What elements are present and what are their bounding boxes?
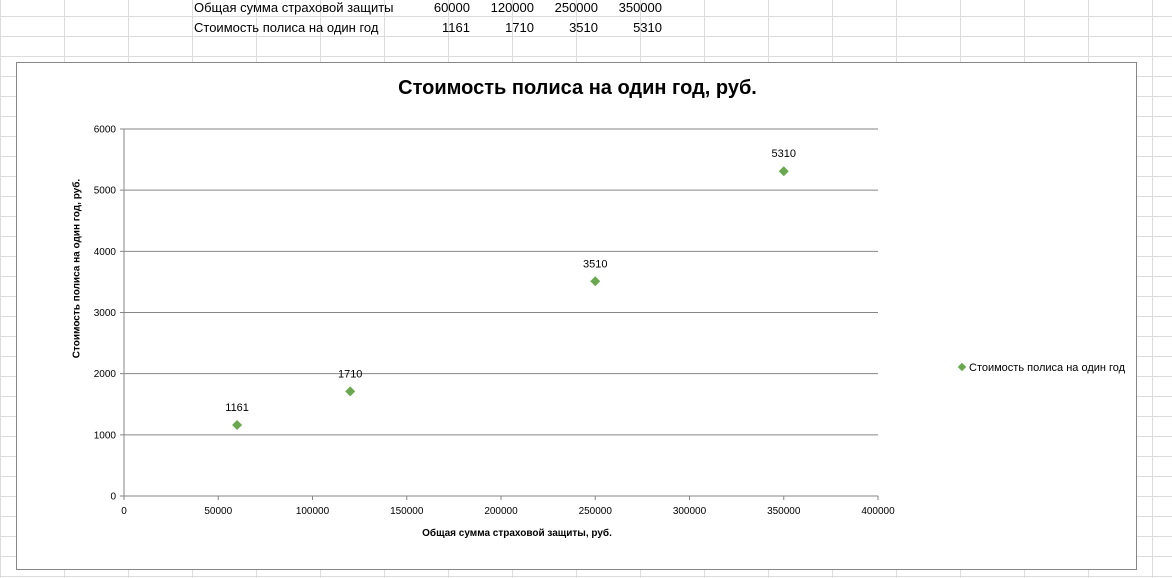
cell-row1-value1[interactable]: 60000 (433, 0, 470, 15)
x-tick-label-3: 150000 (390, 506, 424, 517)
x-tick-label-6: 300000 (673, 506, 707, 517)
y-tick-label-0: 0 (110, 492, 116, 503)
cell-row2-value3[interactable]: 3510 (569, 20, 598, 35)
data-label-1: 1161 (225, 402, 249, 414)
data-label-3: 3510 (583, 258, 607, 270)
cell-row1-value2[interactable]: 120000 (490, 0, 534, 15)
cell-row2-value4[interactable]: 5310 (633, 20, 662, 35)
y-tick-label-2: 2000 (94, 369, 117, 380)
x-tick-label-0: 0 (121, 506, 127, 517)
cell-row2-label[interactable]: Стоимость полиса на один год (194, 20, 379, 35)
data-point-4 (778, 166, 789, 177)
cell-row1-label[interactable]: Общая сумма страховой защиты (194, 0, 394, 15)
y-tick-label-6: 6000 (94, 125, 117, 136)
chart-title[interactable]: Стоимость полиса на один год, руб. (398, 77, 757, 99)
x-tick-label-2: 100000 (296, 506, 330, 517)
x-tick-label-1: 50000 (204, 506, 232, 517)
x-tick-label-4: 200000 (484, 506, 518, 517)
cell-row1-value4[interactable]: 350000 (618, 0, 662, 15)
plot-area[interactable]: 0 1000 2000 3000 4000 5000 6000 0 50000 100000 150… (17, 63, 1138, 571)
scatter-chart[interactable]: Стоимость полиса на один год, руб. 0 1000… (16, 62, 1137, 570)
cell-row1-value3[interactable]: 250000 (554, 0, 598, 15)
y-tick-label-1: 1000 (94, 430, 117, 441)
data-label-2: 1710 (338, 368, 362, 380)
y-tick-label-4: 4000 (94, 247, 117, 258)
data-label-4: 5310 (772, 148, 796, 160)
cell-row2-value1[interactable]: 1161 (442, 20, 470, 35)
x-tick-label-8: 400000 (861, 506, 895, 517)
data-point-3 (590, 276, 601, 287)
data-point-1 (232, 419, 243, 430)
x-tick-label-5: 250000 (579, 506, 613, 517)
y-tick-label-5: 5000 (94, 186, 117, 197)
y-tick-label-3: 3000 (94, 308, 117, 319)
cell-row2-value2[interactable]: 1710 (505, 20, 534, 35)
y-axis-title[interactable]: Стоимость полиса на один год, руб. (71, 178, 83, 359)
x-tick-label-7: 350000 (767, 506, 801, 517)
x-axis-title[interactable]: Общая сумма страховой защиты, руб. (422, 528, 612, 539)
legend-entry-label: Стоимость полиса на один год (969, 362, 1126, 374)
data-point-2 (345, 386, 356, 397)
